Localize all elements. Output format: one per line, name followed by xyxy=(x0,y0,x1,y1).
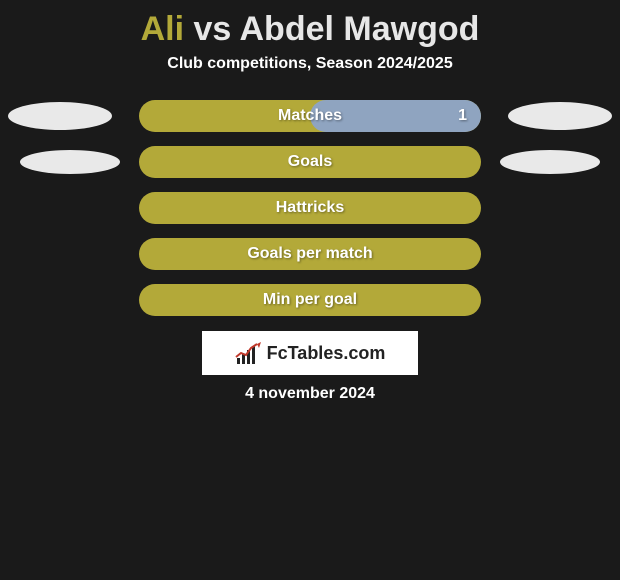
logo-text: FcTables.com xyxy=(267,343,386,364)
player-left-ellipse xyxy=(8,102,112,130)
player-right-ellipse xyxy=(508,102,612,130)
stat-bar: Goals per match xyxy=(139,238,481,270)
page-title: Ali vs Abdel Mawgod xyxy=(0,0,620,55)
stat-bar-label: Hattricks xyxy=(276,199,344,217)
subtitle: Club competitions, Season 2024/2025 xyxy=(0,55,620,73)
stat-bar-label: Goals xyxy=(288,153,332,171)
title-right: Abdel Mawgod xyxy=(240,10,480,48)
stat-bar: Matches 1 xyxy=(139,100,481,132)
logo-box: FcTables.com xyxy=(202,331,418,375)
title-vs: vs xyxy=(184,10,239,48)
stat-row: Goals per match xyxy=(0,237,620,271)
stat-bar: Min per goal xyxy=(139,284,481,316)
stat-row: Goals xyxy=(0,145,620,179)
stat-row: Min per goal xyxy=(0,283,620,317)
stat-bar-label: Matches xyxy=(278,107,342,125)
stat-bar: Hattricks xyxy=(139,192,481,224)
date-label: 4 november 2024 xyxy=(0,385,620,403)
title-left: Ali xyxy=(141,10,184,48)
stat-row: Matches 1 xyxy=(0,99,620,133)
player-left-ellipse xyxy=(20,150,120,174)
stat-bar-value: 1 xyxy=(458,107,467,125)
stat-row: Hattricks xyxy=(0,191,620,225)
logo-chart-icon xyxy=(235,342,263,364)
stat-bar-label: Min per goal xyxy=(263,291,357,309)
stat-bar: Goals xyxy=(139,146,481,178)
stat-bar-label: Goals per match xyxy=(247,245,372,263)
player-right-ellipse xyxy=(500,150,600,174)
